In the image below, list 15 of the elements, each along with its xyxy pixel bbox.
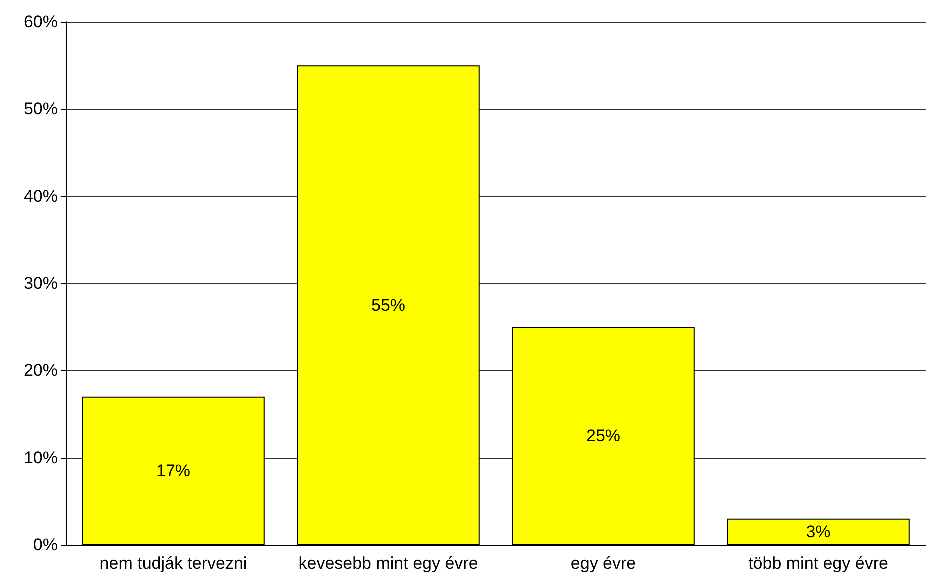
data-label: 17% bbox=[156, 461, 191, 480]
data-label: 55% bbox=[371, 296, 406, 315]
y-tick-label: 40% bbox=[24, 186, 58, 206]
y-tick-label: 20% bbox=[24, 361, 58, 380]
y-tick-label: 50% bbox=[24, 100, 58, 119]
y-tick-label: 30% bbox=[24, 274, 58, 293]
x-tick-label: egy évre bbox=[570, 554, 636, 573]
x-tick-label: kevesebb mint egy évre bbox=[298, 554, 478, 573]
data-label: 25% bbox=[586, 426, 621, 446]
x-tick-label: több mint egy évre bbox=[748, 554, 888, 573]
data-label: 3% bbox=[806, 522, 831, 542]
y-tick-label: 0% bbox=[33, 536, 58, 554]
x-tick-label: nem tudják tervezni bbox=[100, 554, 248, 573]
y-tick-label: 10% bbox=[24, 448, 58, 468]
y-tick-label: 60% bbox=[24, 12, 58, 32]
